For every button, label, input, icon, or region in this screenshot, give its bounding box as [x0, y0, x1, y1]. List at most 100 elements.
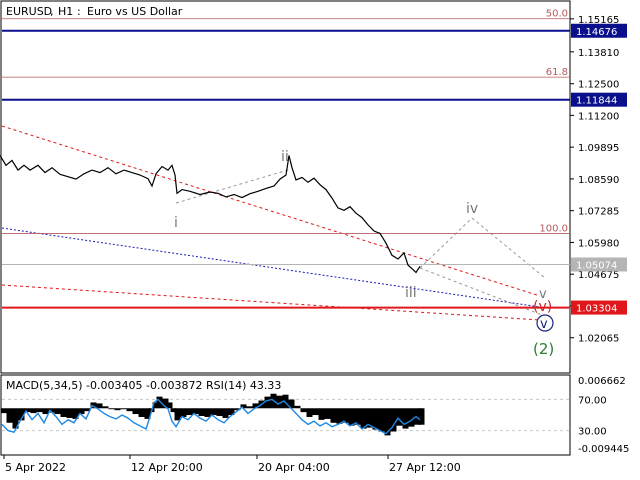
macd-bar	[240, 404, 247, 409]
wave-label-iii: iii	[405, 285, 417, 301]
main-plot-frame	[0, 0, 571, 374]
macd-bar	[330, 408, 337, 423]
macd-bar	[234, 408, 241, 411]
price-tick-label: 1.04675	[578, 270, 619, 281]
time-tick-label: 27 Apr 12:00	[389, 461, 461, 474]
macd-bar	[324, 408, 331, 419]
macd-bar	[210, 408, 217, 416]
price-tag-label: 1.05074	[576, 260, 617, 271]
gray-ii-connector	[175, 169, 289, 204]
wave-label-v-gray: v	[539, 287, 547, 302]
macd-bar	[360, 408, 367, 429]
fib-level-label: 50.0	[546, 9, 568, 20]
time-tick-label: 12 Apr 20:00	[131, 461, 203, 474]
macd-bar	[84, 408, 91, 412]
fibonacci-labels: 50.0 61.8 100.0	[539, 9, 568, 235]
price-axis: 1.15165 1.13810 1.12500 1.11200 1.09895 1.085…	[570, 15, 619, 345]
indicator-label: MACD(5,34,5) -0.003405 -0.003872 RSI(14)…	[6, 379, 281, 392]
macd-bar	[366, 408, 373, 428]
macd-bar	[72, 408, 79, 419]
blue-channel-trendline	[1, 227, 541, 308]
time-tick-label: 5 Apr 2022	[5, 461, 66, 474]
macd-bar	[198, 408, 205, 417]
wave-label-2-green: (2)	[533, 340, 554, 358]
macd-bar	[6, 408, 13, 423]
macd-bar	[48, 408, 55, 413]
macd-bar	[132, 408, 139, 415]
price-tag-box	[571, 257, 627, 272]
macd-bar	[228, 408, 235, 416]
price-tick-label: 1.15165	[578, 15, 619, 26]
macd-level-label: -0.009445	[578, 444, 629, 455]
macd-bar	[342, 408, 349, 423]
macd-bar	[60, 408, 67, 417]
macd-bar	[170, 408, 177, 413]
fib-level-label: 100.0	[539, 223, 568, 234]
price-tick-label: 1.09895	[578, 143, 619, 154]
macd-bar	[282, 394, 289, 409]
macd-bar	[180, 408, 187, 417]
macd-bar	[408, 408, 415, 427]
macd-bar	[294, 405, 301, 409]
macd-bar	[336, 408, 343, 424]
wave-label-v-paren-red: (v)	[533, 299, 552, 315]
wave-label-ii: ii	[281, 149, 289, 165]
price-tag-label: 1.14676	[576, 27, 617, 38]
macd-bar	[126, 408, 133, 412]
macd-bar	[414, 408, 421, 425]
rsi-level-label: 70.00	[578, 395, 607, 406]
price-tick-label: 1.12500	[578, 80, 619, 91]
macd-bar	[192, 408, 199, 415]
indicator-panel: 70.00 30.00 0.006662 -0.009445	[0, 376, 629, 455]
macd-bar	[222, 408, 229, 418]
time-axis: 5 Apr 2022 12 Apr 20:00 20 Apr 04:00 27 Apr…	[3, 455, 461, 474]
price-tag-box	[571, 23, 627, 38]
macd-bar	[138, 408, 145, 417]
macd-bar	[102, 406, 109, 409]
macd-bar	[96, 403, 103, 409]
fib-level-label: 61.8	[546, 67, 568, 78]
macd-bar	[114, 408, 121, 411]
chart-symbol-sep: ,	[50, 5, 54, 18]
macd-bar	[396, 408, 403, 426]
price-line	[0, 155, 421, 274]
price-tag-label: 1.11844	[576, 96, 617, 107]
rsi-level-label: 30.00	[578, 427, 607, 438]
macd-bar	[24, 408, 31, 413]
macd-bar	[390, 408, 397, 432]
macd-bar	[372, 408, 379, 430]
projected-wave-path	[419, 217, 546, 279]
macd-bar	[54, 408, 61, 415]
macd-bar	[30, 408, 37, 414]
macd-bar	[120, 408, 127, 410]
price-tick-label: 1.11200	[578, 111, 619, 122]
macd-bar	[108, 408, 115, 410]
macd-bar	[252, 403, 259, 409]
macd-bar	[204, 408, 211, 417]
price-tags: 1.14676 1.11844 1.05074 1.03304	[571, 23, 627, 315]
indicator-plot-frame	[0, 374, 571, 456]
macd-bar	[312, 408, 319, 416]
price-tick-label: 1.08590	[578, 175, 619, 186]
macd-bar	[18, 408, 25, 421]
price-tick-label: 1.02065	[578, 334, 619, 345]
macd-bar	[186, 408, 193, 416]
macd-bar	[276, 395, 283, 409]
price-tick-label: 1.05980	[578, 238, 619, 249]
macd-bar	[90, 402, 97, 409]
macd-bar	[318, 408, 325, 420]
macd-bar	[384, 408, 391, 436]
rsi-line	[1, 398, 421, 435]
price-tag-box	[571, 92, 627, 107]
wave-label-iv: iv	[466, 201, 478, 217]
red-upper-trendline	[1, 125, 541, 297]
macd-bar	[418, 408, 425, 425]
macd-bar	[166, 402, 173, 409]
macd-bar	[288, 399, 295, 409]
macd-bar	[354, 408, 361, 425]
macd-bar	[78, 408, 85, 415]
chart-timeframe: H1	[58, 5, 73, 18]
macd-bar	[306, 408, 313, 417]
chart-description: Euro vs US Dollar	[87, 5, 183, 18]
